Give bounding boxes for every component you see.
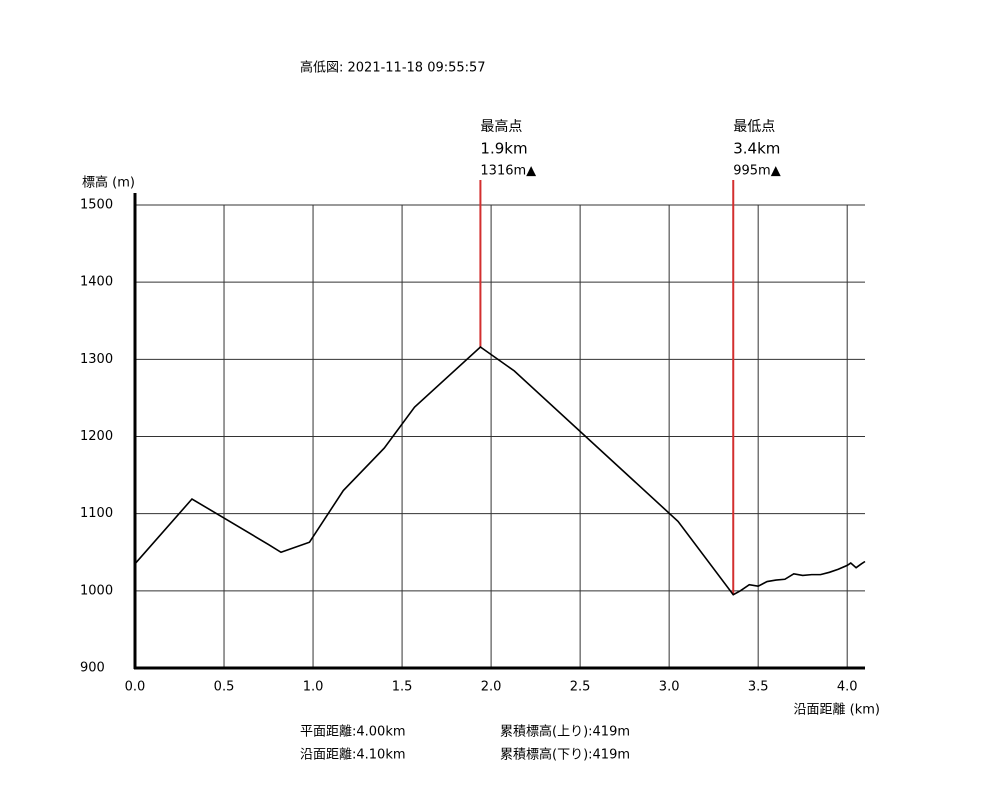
x-tick-label: 0.5 bbox=[214, 680, 235, 695]
y-axis-label: 標高 (m) bbox=[82, 175, 135, 191]
x-tick-label: 3.5 bbox=[748, 680, 769, 695]
x-tick-label: 1.5 bbox=[392, 680, 413, 695]
stat: 平面距離:4.00km bbox=[300, 725, 406, 740]
marker-elevation: 1316m▲ bbox=[480, 164, 536, 179]
stat: 沿面距離:4.10km bbox=[300, 748, 406, 763]
marker-distance: 1.9km bbox=[480, 140, 527, 158]
marker-title: 最低点 bbox=[733, 119, 775, 135]
y-tick-label: 1200 bbox=[80, 429, 113, 444]
y-tick-label: 1300 bbox=[80, 352, 113, 367]
y-tick-label: 900 bbox=[80, 661, 105, 676]
x-tick-label: 0.0 bbox=[125, 680, 146, 695]
chart-title: 高低図: 2021-11-18 09:55:57 bbox=[300, 60, 486, 76]
stat: 累積標高(下り):419m bbox=[500, 747, 630, 763]
x-tick-label: 3.0 bbox=[659, 680, 680, 695]
x-tick-label: 2.5 bbox=[570, 680, 591, 695]
x-tick-label: 4.0 bbox=[837, 680, 858, 695]
y-tick-label: 1100 bbox=[80, 506, 113, 521]
marker-title: 最高点 bbox=[480, 118, 522, 135]
marker-elevation: 995m▲ bbox=[733, 164, 780, 179]
marker-distance: 3.4km bbox=[733, 140, 780, 158]
x-tick-label: 2.0 bbox=[481, 680, 502, 695]
y-tick-label: 1500 bbox=[80, 198, 113, 213]
elevation-line bbox=[134, 345, 866, 596]
y-tick-label: 1400 bbox=[80, 275, 113, 290]
x-tick-label: 1.0 bbox=[303, 680, 324, 695]
x-axis-label: 沿面距離 (km) bbox=[794, 703, 880, 718]
y-tick-label: 1000 bbox=[80, 583, 113, 598]
stat: 累積標高(上り):419m bbox=[500, 724, 630, 740]
